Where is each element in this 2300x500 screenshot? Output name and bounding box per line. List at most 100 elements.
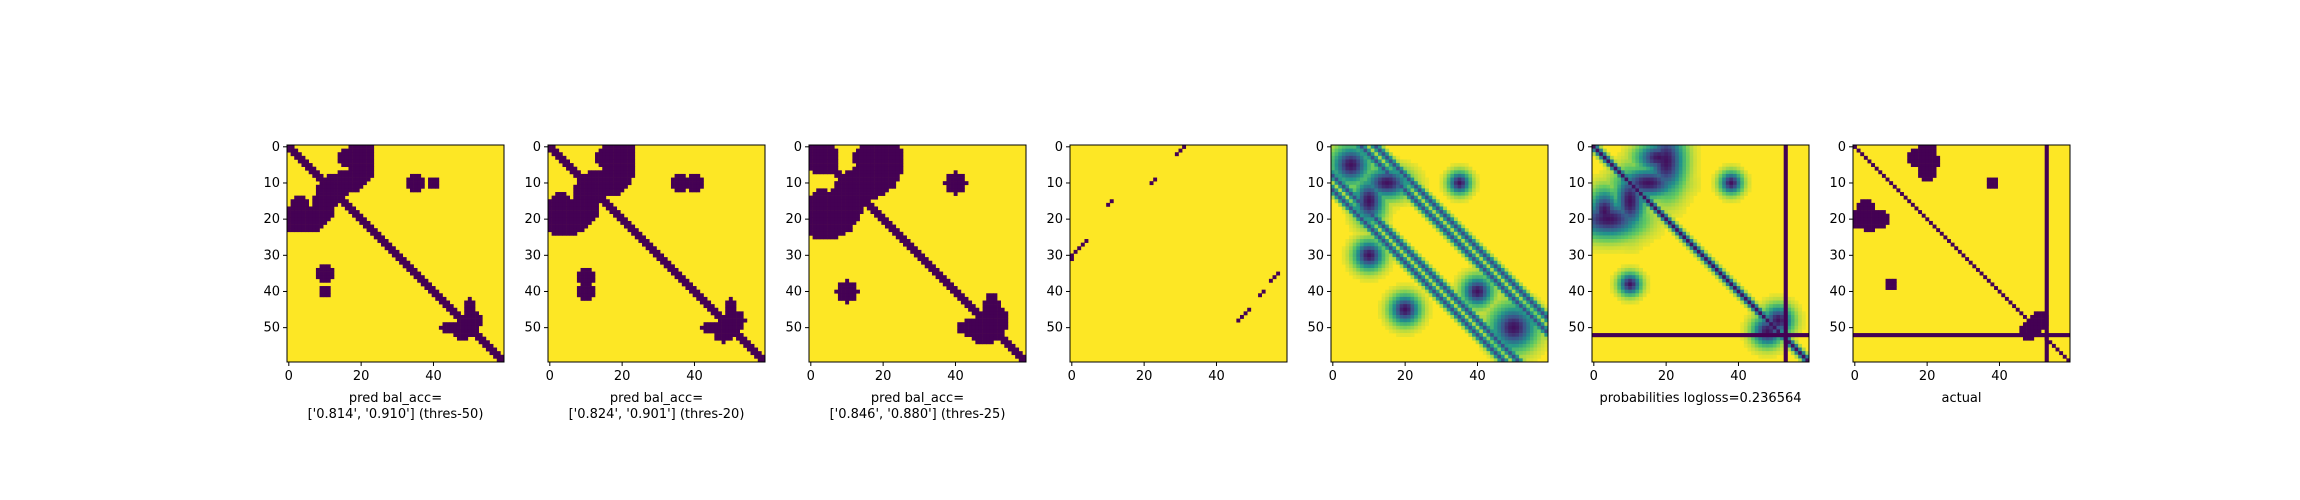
heatmap-cell — [1602, 235, 1607, 240]
heatmap-cell — [1678, 206, 1683, 211]
heatmap-cell — [1610, 249, 1614, 254]
heatmap-cell — [997, 314, 1001, 319]
heatmap-cell — [1642, 239, 1647, 243]
heatmap-cell — [1468, 289, 1473, 294]
heatmap-cell — [1602, 199, 1607, 204]
heatmap-cell — [287, 213, 291, 218]
heatmap-cell — [845, 199, 850, 204]
heatmap-cell — [1602, 155, 1607, 160]
heatmap-cell — [294, 206, 299, 211]
heatmap-cell — [359, 148, 364, 153]
heatmap-cell — [1646, 152, 1651, 157]
heatmap-cell — [1374, 177, 1379, 182]
heatmap-cell — [399, 253, 404, 258]
heatmap-cell — [1722, 170, 1727, 175]
heatmap-cell — [456, 322, 461, 327]
heatmap-cell — [1374, 188, 1379, 193]
heatmap-cell — [1736, 177, 1741, 182]
heatmap-cell — [1599, 184, 1604, 189]
heatmap-cell — [1740, 173, 1745, 178]
heatmap-cell — [1345, 173, 1350, 178]
heatmap-cell — [1540, 347, 1545, 352]
heatmap-cell — [754, 354, 759, 359]
heatmap-cell — [587, 293, 592, 298]
heatmap-cell — [352, 184, 357, 189]
heatmap-cell — [551, 202, 556, 207]
heatmap-cell — [471, 307, 476, 312]
heatmap-cell — [1682, 163, 1687, 167]
heatmap-cell — [1453, 304, 1458, 309]
heatmap-cell — [859, 210, 864, 215]
heatmap-cell — [620, 159, 625, 164]
heatmap-cell — [1664, 195, 1669, 200]
heatmap-cell — [1406, 159, 1411, 164]
heatmap-cell — [584, 213, 589, 218]
heatmap-cell — [1432, 199, 1437, 204]
heatmap-cell — [1239, 314, 1244, 319]
heatmap-cell — [1334, 173, 1339, 178]
heatmap-cell — [1428, 282, 1433, 287]
heatmap-cell — [816, 170, 821, 175]
heatmap-cell — [1628, 166, 1633, 171]
heatmap-cells — [548, 145, 766, 363]
heatmap-cell — [845, 286, 850, 290]
heatmap-cell — [685, 282, 690, 287]
heatmap-cell — [471, 300, 476, 305]
heatmap-cell — [1620, 242, 1625, 247]
heatmap-cell — [319, 202, 324, 207]
heatmap-cell — [315, 217, 320, 222]
heatmap-cell — [344, 148, 349, 153]
heatmap-cell — [870, 210, 875, 215]
heatmap-cell — [830, 231, 835, 236]
heatmap-cell — [856, 173, 860, 178]
heatmap-cell — [1544, 340, 1549, 345]
heatmap-cell — [587, 184, 592, 189]
heatmap-cell — [1667, 217, 1672, 222]
heatmap-cell — [370, 159, 375, 164]
heatmap-cell — [1410, 195, 1415, 200]
heatmap-cell — [326, 177, 331, 182]
heatmap-cell — [1631, 278, 1636, 283]
x-tick-label: 40 — [947, 369, 964, 384]
heatmap-cell — [874, 177, 879, 182]
y-tick-label: 30 — [785, 248, 802, 263]
heatmap-cell — [584, 217, 589, 222]
heatmap-cell — [1660, 173, 1665, 178]
heatmap-cell — [1363, 210, 1368, 215]
heatmap-cell — [1153, 177, 1158, 182]
heatmap-cell — [1696, 166, 1701, 171]
heatmap-cell — [1406, 177, 1411, 182]
heatmap-cell — [1396, 329, 1401, 334]
heatmap-cell — [1628, 199, 1633, 204]
heatmap-cell — [1486, 347, 1491, 352]
heatmap-cell — [1475, 181, 1480, 186]
heatmap-cell — [1443, 289, 1448, 294]
heatmap-cell — [1428, 286, 1433, 290]
heatmap-cell — [1671, 210, 1676, 215]
heatmap-cell — [721, 318, 726, 323]
heatmap-cell — [609, 206, 614, 211]
heatmap-cell — [1515, 358, 1520, 363]
heatmap-cell — [1682, 188, 1687, 193]
heatmap-cell — [1356, 148, 1361, 153]
heatmap-cell — [761, 358, 766, 363]
heatmap-cell — [1381, 267, 1386, 272]
heatmap-cell — [1341, 181, 1346, 186]
heatmap-cell — [1493, 311, 1498, 316]
heatmap-cell — [1725, 278, 1730, 283]
x-tick-label: 0 — [285, 369, 293, 384]
heatmap-cell — [627, 148, 632, 153]
heatmap-cell — [1497, 318, 1502, 323]
heatmap-cell — [993, 322, 998, 327]
heatmap-cell — [946, 286, 951, 290]
y-tick-label: 40 — [524, 284, 541, 299]
heatmap-cell — [1646, 239, 1651, 243]
heatmap-cell — [605, 202, 610, 207]
heatmap-cell — [845, 210, 850, 215]
heatmap-cell — [1479, 249, 1484, 254]
heatmap-cell — [344, 192, 349, 196]
heatmap-cell — [1468, 300, 1473, 305]
heatmap-cell — [555, 220, 560, 225]
heatmap-cell — [1421, 192, 1426, 196]
heatmap-cell — [1772, 311, 1777, 316]
